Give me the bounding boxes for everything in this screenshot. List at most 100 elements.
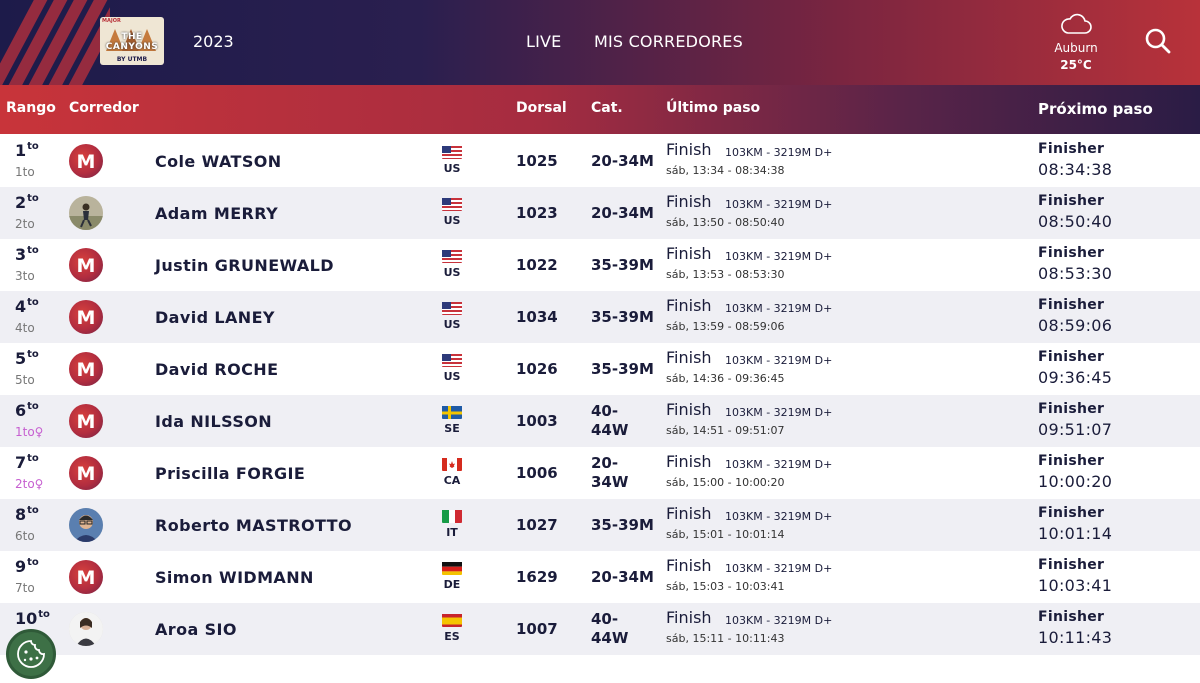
- race-logo[interactable]: MAJOR THE CANYONS BY UTMB: [100, 17, 164, 65]
- last-split-label: Finish: [666, 452, 712, 471]
- flag-se-icon: [442, 405, 462, 419]
- col-last-split[interactable]: Último paso: [666, 100, 761, 116]
- utmb-logo-icon: M: [76, 411, 96, 433]
- next-split-label: Finisher: [1038, 193, 1105, 209]
- last-split-time: sáb, 15:01 - 10:01:14: [666, 528, 785, 541]
- col-runner[interactable]: Corredor: [69, 100, 139, 116]
- col-rank[interactable]: Rango: [6, 100, 56, 116]
- rank: 8to: [15, 505, 39, 524]
- country-code: IT: [446, 526, 458, 539]
- table-row[interactable]: 7to 2to♀ M Priscilla FORGIE CA 1006 20-34W Fini…: [0, 447, 1200, 499]
- runner-name[interactable]: Justin GRUNEWALD: [155, 256, 334, 275]
- bib-number: 1026: [516, 360, 558, 378]
- table-row[interactable]: 8to 6to Roberto MASTROTTO IT 1027 35-39M Finis…: [0, 499, 1200, 551]
- avatar: M: [69, 300, 103, 334]
- logo-badge: MAJOR: [102, 18, 121, 24]
- last-split-label: Finish: [666, 348, 712, 367]
- last-split-label: Finish: [666, 608, 712, 627]
- last-split-distance: 103KM - 3219M D+: [725, 354, 833, 367]
- bib-number: 1003: [516, 412, 558, 430]
- bib-number: 1006: [516, 464, 558, 482]
- rank: 6to: [15, 401, 39, 420]
- next-split-label: Finisher: [1038, 141, 1105, 157]
- nav-live[interactable]: LIVE: [526, 32, 562, 51]
- last-split-distance: 103KM - 3219M D+: [725, 302, 833, 315]
- next-split-time: 09:36:45: [1038, 368, 1113, 387]
- search-icon[interactable]: [1144, 27, 1172, 55]
- runner-name[interactable]: Aroa SIO: [155, 620, 237, 639]
- category: 35-39M: [591, 516, 654, 534]
- last-split-time: sáb, 13:53 - 08:53:30: [666, 268, 785, 281]
- flag-es-icon: [442, 613, 462, 627]
- avatar: M: [69, 456, 103, 490]
- runner-name[interactable]: Roberto MASTROTTO: [155, 516, 352, 535]
- runner-name[interactable]: Priscilla FORGIE: [155, 464, 306, 483]
- last-split-label: Finish: [666, 556, 712, 575]
- col-category[interactable]: Cat.: [591, 100, 623, 116]
- flag-it-icon: [442, 509, 462, 523]
- last-split-time: sáb, 15:03 - 10:03:41: [666, 580, 785, 593]
- last-split-label: Finish: [666, 504, 712, 523]
- country-code: US: [443, 370, 461, 383]
- category-rank: 1to: [15, 165, 35, 179]
- flag-us-icon: [442, 301, 462, 315]
- table-row[interactable]: 10to Aroa SIO ES 1007 40-44W Finish 103KM - 32…: [0, 603, 1200, 655]
- table-row[interactable]: 4to 4to M David LANEY US 1034 35-39M Finish 103K…: [0, 291, 1200, 343]
- last-split-label: Finish: [666, 140, 712, 159]
- utmb-logo-icon: M: [76, 151, 96, 173]
- next-split-label: Finisher: [1038, 557, 1105, 573]
- nav-my-runners[interactable]: MIS CORREDORES: [594, 32, 743, 51]
- runner-name[interactable]: Ida NILSSON: [155, 412, 273, 431]
- country-code: CA: [443, 474, 461, 487]
- next-split-time: 09:51:07: [1038, 420, 1113, 439]
- logo-tagline: BY UTMB: [116, 56, 148, 63]
- last-split-time: sáb, 15:11 - 10:11:43: [666, 632, 785, 645]
- category: 20-34W: [591, 454, 629, 491]
- bib-number: 1025: [516, 152, 558, 170]
- bib-number: 1007: [516, 620, 558, 638]
- last-split-label: Finish: [666, 244, 712, 263]
- category: 20-34M: [591, 204, 654, 222]
- last-split-distance: 103KM - 3219M D+: [725, 614, 833, 627]
- bib-number: 1034: [516, 308, 558, 326]
- bib-number: 1027: [516, 516, 558, 534]
- runner-name[interactable]: Cole WATSON: [155, 152, 282, 171]
- next-split-label: Finisher: [1038, 297, 1105, 313]
- col-next-split[interactable]: Próximo paso: [1038, 100, 1153, 118]
- last-split-time: sáb, 14:36 - 09:36:45: [666, 372, 785, 385]
- flag-us-icon: [442, 249, 462, 263]
- last-split-time: sáb, 13:34 - 08:34:38: [666, 164, 785, 177]
- category-rank: 2to: [15, 217, 35, 231]
- next-split-label: Finisher: [1038, 505, 1105, 521]
- avatar: M: [69, 560, 103, 594]
- col-bib[interactable]: Dorsal: [516, 100, 567, 116]
- category: 20-34M: [591, 568, 654, 586]
- cloud-icon: [1061, 13, 1092, 34]
- table-row[interactable]: 2to 2to Adam MERRY US 1023 20-34M Finish 103KM …: [0, 187, 1200, 239]
- runner-name[interactable]: David LANEY: [155, 308, 275, 327]
- last-split-distance: 103KM - 3219M D+: [725, 250, 833, 263]
- table-row[interactable]: 3to 3to M Justin GRUNEWALD US 1022 35-39M Finis…: [0, 239, 1200, 291]
- avatar: [69, 196, 103, 230]
- country-code: US: [443, 214, 461, 227]
- utmb-logo-icon: M: [76, 307, 96, 329]
- rank: 3to: [15, 245, 39, 264]
- year-selector[interactable]: 2023: [193, 32, 234, 51]
- next-split-time: 10:01:14: [1038, 524, 1113, 543]
- cookie-settings-button[interactable]: [6, 629, 56, 679]
- table-row[interactable]: 6to 1to♀ M Ida NILSSON SE 1003 40-44W Finish 103…: [0, 395, 1200, 447]
- last-split-time: sáb, 14:51 - 09:51:07: [666, 424, 785, 437]
- table-row[interactable]: 9to 7to M Simon WIDMANN DE 1629 20-34M Finish 10…: [0, 551, 1200, 603]
- runner-name[interactable]: Simon WIDMANN: [155, 568, 314, 587]
- weather-temp: 25°C: [1060, 58, 1092, 72]
- runner-name[interactable]: Adam MERRY: [155, 204, 279, 223]
- rank: 9to: [15, 557, 39, 576]
- runner-name[interactable]: David ROCHE: [155, 360, 279, 379]
- rank: 4to: [15, 297, 39, 316]
- country-code: SE: [444, 422, 460, 435]
- next-split-label: Finisher: [1038, 349, 1105, 365]
- table-row[interactable]: 5to 5to M David ROCHE US 1026 35-39M Finish 103K…: [0, 343, 1200, 395]
- country-code: US: [443, 162, 461, 175]
- table-row[interactable]: 1to 1to M Cole WATSON US 1025 20-34M Finish 103K…: [0, 135, 1200, 187]
- flag-de-icon: [442, 561, 462, 575]
